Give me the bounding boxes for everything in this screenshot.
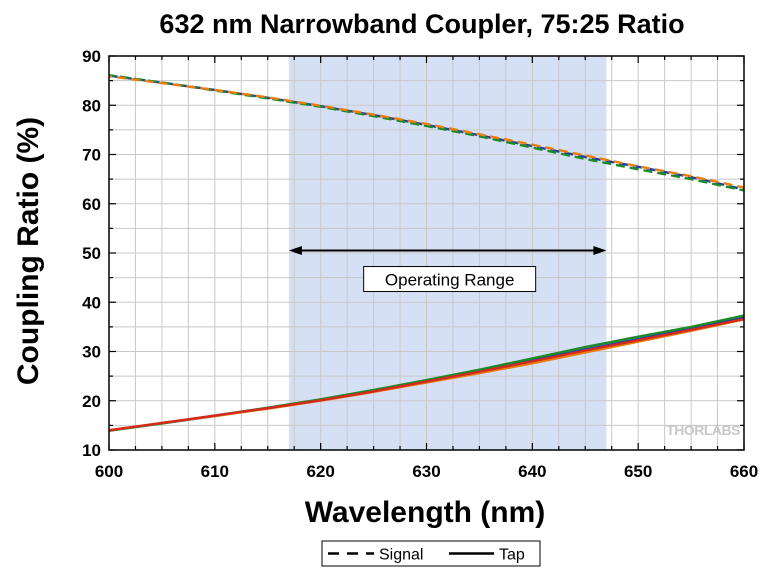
y-tick-label: 10 xyxy=(82,441,101,460)
tap-line-7 xyxy=(108,317,745,432)
arrowhead-right xyxy=(593,246,607,256)
x-tick-label: 610 xyxy=(201,462,229,481)
legend-tap-label: Tap xyxy=(499,547,525,564)
y-tick-label: 50 xyxy=(82,244,101,263)
y-tick-label: 90 xyxy=(82,47,101,66)
x-tick-label: 640 xyxy=(518,462,546,481)
y-axis-label: Coupling Ratio (%) xyxy=(12,117,45,385)
signal-line-2 xyxy=(108,74,745,192)
y-tick-label: 70 xyxy=(82,146,101,165)
series-lines xyxy=(108,74,745,432)
x-axis-label: Wavelength (nm) xyxy=(305,496,546,529)
legend-box xyxy=(321,540,541,567)
thorlabs-watermark: THORLABS xyxy=(666,422,740,438)
operating-range-annotation: Operating Range xyxy=(288,246,607,293)
y-tick-labels: 10 20 30 40 50 60 70 80 90 xyxy=(82,47,101,460)
axes xyxy=(108,55,745,451)
y-tick-label: 20 xyxy=(82,392,101,411)
x-tick-label: 620 xyxy=(306,462,334,481)
x-tick-label: 650 xyxy=(624,462,652,481)
legend: Signal Tap xyxy=(321,540,541,567)
grid xyxy=(109,56,744,450)
y-tick-label: 80 xyxy=(82,96,101,115)
x-tick-label: 630 xyxy=(412,462,440,481)
arrowhead-left xyxy=(288,246,302,256)
operating-range-label-box xyxy=(363,266,537,293)
operating-range-label: Operating Range xyxy=(385,271,514,290)
x-tick-label: 600 xyxy=(95,462,123,481)
legend-signal-label: Signal xyxy=(379,547,423,564)
chart-title: 632 nm Narrowband Coupler, 75:25 Ratio xyxy=(159,9,684,39)
signal-line-3 xyxy=(108,75,745,189)
watermark-group: THORLABS xyxy=(666,422,740,438)
y-tick-label: 40 xyxy=(82,293,101,312)
x-tick-labels: 600 610 620 630 640 650 660 xyxy=(95,462,758,481)
y-tick-label: 30 xyxy=(82,343,101,362)
y-tick-label: 60 xyxy=(82,195,101,214)
x-tick-label: 660 xyxy=(730,462,758,481)
